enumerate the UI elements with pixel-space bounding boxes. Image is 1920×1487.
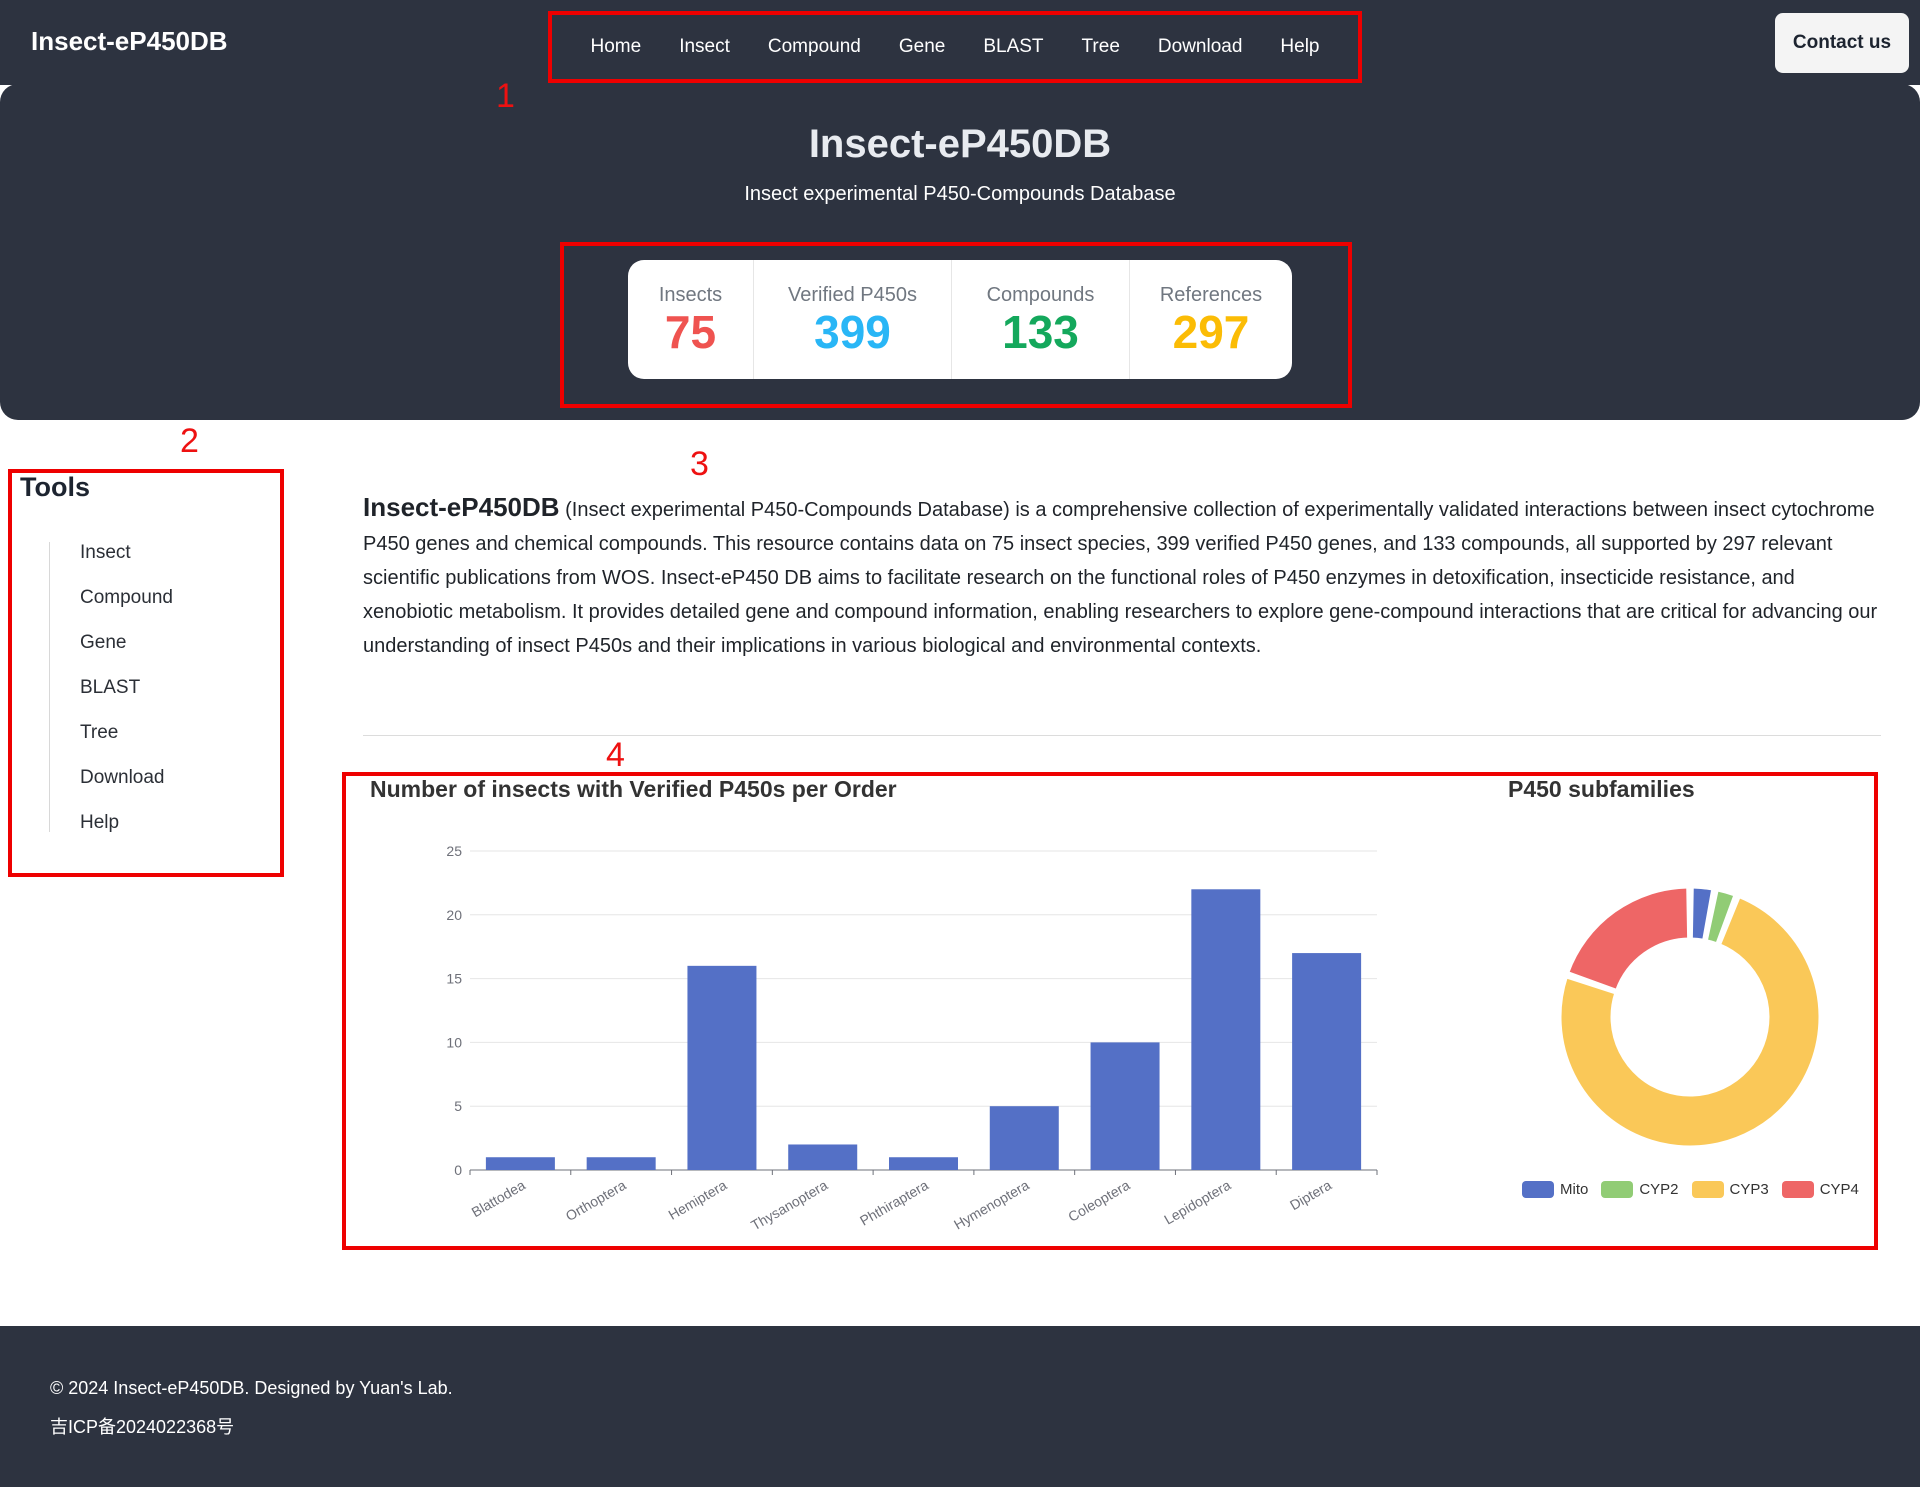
divider	[363, 735, 1881, 736]
stat-references: References 297	[1130, 260, 1292, 379]
y-tick-label: 20	[446, 907, 462, 923]
stat-label: References	[1159, 284, 1263, 306]
y-tick-label: 15	[446, 971, 462, 987]
bar-hymenoptera	[989, 1106, 1059, 1170]
y-tick-label: 0	[454, 1162, 462, 1178]
bar-coleoptera	[1090, 1042, 1160, 1170]
bar-thysanoptera	[788, 1144, 858, 1170]
legend-swatch	[1522, 1181, 1554, 1198]
donut-slice-cyp3	[1558, 895, 1822, 1149]
x-tick-label: Orthoptera	[563, 1177, 629, 1224]
x-tick-label: Lepidoptera	[1161, 1177, 1233, 1228]
nav-tree[interactable]: Tree	[1081, 36, 1120, 57]
bar-orthoptera	[586, 1157, 656, 1170]
top-navbar: Insect-eP450DB Home Insect Compound Gene…	[0, 0, 1920, 85]
annotation-box-2	[8, 469, 284, 877]
nav-home[interactable]: Home	[590, 36, 642, 57]
annotation-number-2: 2	[180, 422, 199, 460]
x-tick-label: Thysanoptera	[748, 1177, 830, 1230]
donut-slice-cyp2	[1704, 888, 1737, 946]
footer: © 2024 Insect-eP450DB. Designed by Yuan'…	[0, 1326, 1920, 1487]
stat-label: Compounds	[986, 284, 1095, 306]
stat-label: Verified P450s	[788, 284, 917, 306]
legend-label: Mito	[1560, 1181, 1589, 1198]
legend-item-cyp4[interactable]: CYP4	[1781, 1181, 1859, 1198]
bar-diptera	[1292, 953, 1362, 1170]
legend-label: CYP4	[1819, 1181, 1859, 1198]
nav-insect[interactable]: Insect	[679, 36, 730, 57]
stat-compounds: Compounds 133	[952, 260, 1130, 379]
hero-title: Insect-eP450DB	[808, 122, 1112, 166]
stats-card: Insects 75 Verified P450s 399 Compounds …	[628, 260, 1292, 379]
donut-chart	[1558, 885, 1822, 1149]
legend-item-cyp3[interactable]: CYP3	[1691, 1181, 1769, 1198]
tools-item-gene[interactable]: Gene	[80, 632, 127, 653]
legend-swatch	[1781, 1181, 1814, 1198]
footer-copyright: © 2024 Insect-eP450DB. Designed by Yuan'…	[50, 1378, 453, 1398]
bar-lepidoptera	[1191, 889, 1261, 1170]
tools-item-help[interactable]: Help	[80, 812, 120, 833]
x-tick-label: Phthiraptera	[857, 1177, 931, 1229]
x-tick-label: Diptera	[1287, 1177, 1334, 1214]
legend-item-cyp2[interactable]: CYP2	[1601, 1181, 1679, 1198]
stat-label: Insects	[658, 284, 723, 306]
x-tick-label: Hemiptera	[666, 1177, 730, 1223]
donut-legend: Mito CYP2 CYP3 CYP4	[1522, 1181, 1859, 1198]
legend-swatch	[1691, 1181, 1724, 1198]
stat-value: 75	[664, 306, 717, 358]
legend-item-mito[interactable]: Mito	[1522, 1181, 1588, 1198]
stat-value: 399	[814, 306, 891, 358]
tools-item-compound[interactable]: Compound	[80, 587, 173, 608]
bar-chart: 0 5 10 15 20 25 Blattodea Orthoptera Hemiptera Th…	[446, 843, 1378, 1230]
tools-title: Tools	[20, 472, 90, 502]
bar-hemiptera	[687, 965, 757, 1170]
donut-slice-cyp4	[1566, 885, 1691, 992]
description-title: Insect-eP450DB	[363, 492, 560, 522]
tools-item-insect[interactable]: Insect	[80, 542, 131, 563]
x-tick-label: Coleoptera	[1065, 1177, 1132, 1225]
annotation-box-3	[560, 242, 1352, 408]
nav-download[interactable]: Download	[1157, 36, 1243, 57]
x-tick-label: Hymenoptera	[951, 1177, 1032, 1230]
stat-value: 133	[1002, 306, 1079, 358]
legend-label: CYP2	[1639, 1181, 1679, 1198]
annotation-number-3: 3	[690, 445, 709, 483]
donut-chart-title: P450 subfamilies	[1508, 776, 1695, 802]
stat-insects: Insects 75	[628, 260, 754, 379]
legend-swatch	[1601, 1181, 1634, 1198]
donut-slice-mito	[1689, 885, 1715, 942]
annotation-number-4: 4	[606, 736, 625, 774]
legend-label: CYP3	[1729, 1181, 1769, 1198]
nav-gene[interactable]: Gene	[898, 36, 946, 57]
contact-us-button[interactable]: Contact us	[1775, 13, 1909, 73]
tools-item-blast[interactable]: BLAST	[80, 677, 141, 698]
description-text: (Insect experimental P450-Compounds Data…	[363, 499, 1878, 657]
y-tick-label: 5	[454, 1098, 462, 1114]
tools-item-tree[interactable]: Tree	[80, 722, 119, 743]
bar-blattodea	[485, 1157, 555, 1170]
brand-logo[interactable]: Insect-eP450DB	[31, 26, 228, 56]
annotation-box-1: Home Insect Compound Gene BLAST Tree Dow…	[548, 11, 1362, 83]
y-tick-label: 25	[446, 843, 462, 859]
nav-compound[interactable]: Compound	[767, 36, 861, 57]
stat-value: 297	[1172, 306, 1250, 358]
annotation-number-1: 1	[496, 77, 515, 115]
nav-blast[interactable]: BLAST	[983, 36, 1044, 57]
y-tick-label: 10	[446, 1034, 462, 1050]
footer-icp[interactable]: 吉ICP备2024022368号	[50, 1417, 235, 1437]
x-tick-label: Blattodea	[469, 1177, 528, 1221]
nav-links: Home Insect Compound Gene BLAST Tree Dow…	[552, 15, 1358, 79]
tools-item-download[interactable]: Download	[80, 767, 165, 788]
stat-verified-p450s: Verified P450s 399	[754, 260, 952, 379]
bar-chart-title: Number of insects with Verified P450s pe…	[370, 776, 897, 802]
hero-subtitle: Insect experimental P450-Compounds Datab…	[744, 183, 1176, 205]
bar-phthiraptera	[889, 1157, 958, 1170]
nav-help[interactable]: Help	[1280, 36, 1320, 57]
description-paragraph: Insect-eP450DB (Insect experimental P450…	[363, 490, 1883, 663]
annotation-box-4	[342, 772, 1878, 1250]
tools-list: Insect Compound Gene BLAST Tree Download…	[49, 542, 173, 833]
